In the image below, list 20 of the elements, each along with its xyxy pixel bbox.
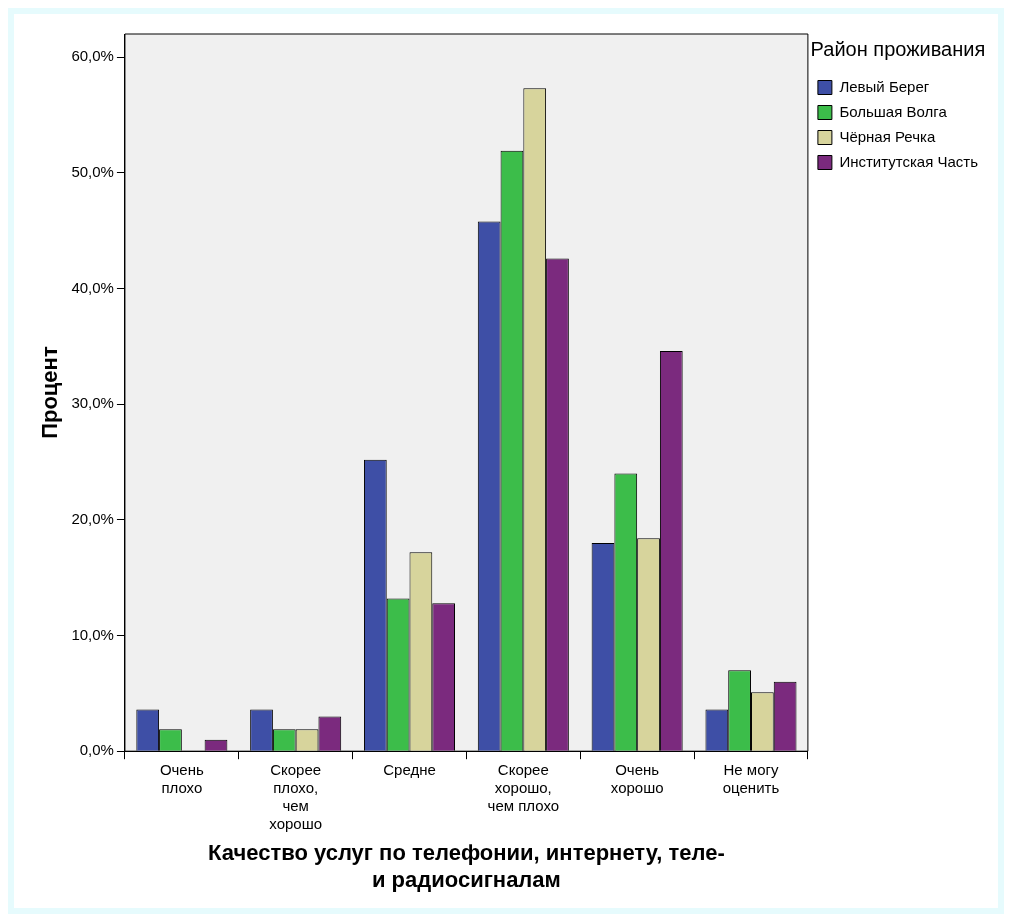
x-tick-label: Скорее хорошо, чем плохо [487,761,560,815]
x-tick-label: Очень плохо [159,761,204,797]
legend-label: Левый Берег [839,77,930,95]
y-tick-label: 0,0% [79,741,114,759]
y-tick-label: 50,0% [71,162,114,180]
legend-title: Район проживания [810,37,986,60]
legend-label: Институтская Часть [839,152,979,170]
y-tick-label: 60,0% [71,47,114,65]
x-tick-label: Очень хорошо [610,761,664,797]
legend-label: Чёрная Речка [839,127,936,145]
y-tick-label: 20,0% [71,509,114,527]
y-tick-label: 10,0% [71,625,114,643]
y-axis-title: Процент [37,346,63,439]
x-axis-title: Качество услуг по телефонии, интернету, теле- и радиосигналам [208,840,725,892]
legend-label: Большая Волга [839,102,948,120]
y-tick-label: 30,0% [71,394,114,412]
x-tick-label: Скорее плохо, чем хорошо [269,761,323,833]
x-tick-label: Средне [383,761,436,779]
y-tick-label: 40,0% [71,278,114,296]
x-tick-label: Не могу оценить [722,761,780,797]
